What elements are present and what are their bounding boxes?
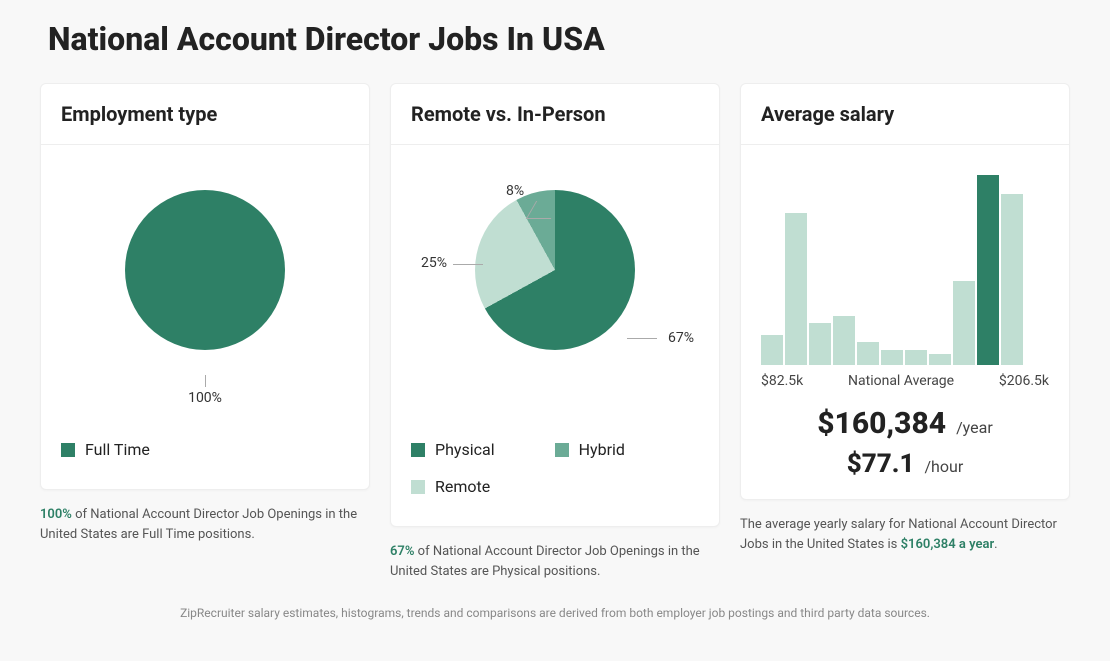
caption: The average yearly salary for National A… bbox=[740, 515, 1070, 554]
caption: 100% of National Account Director Job Op… bbox=[40, 505, 370, 544]
histogram-bar bbox=[761, 335, 783, 365]
pie-callout-25: 25% bbox=[421, 255, 447, 271]
caption-highlight: 67% bbox=[390, 544, 414, 559]
hourly-salary-value: $77.1 bbox=[847, 449, 915, 479]
legend-item: Hybrid bbox=[555, 440, 625, 459]
pie-chart-employment bbox=[125, 190, 285, 350]
card-average-salary: Average salary $82.5k National Average $… bbox=[740, 83, 1070, 500]
swatch bbox=[411, 443, 425, 457]
page-title: National Account Director Jobs In USA bbox=[48, 20, 1070, 58]
swatch bbox=[555, 443, 569, 457]
histogram-bar bbox=[977, 175, 999, 365]
caption-text: of National Account Director Job Opening… bbox=[40, 507, 357, 542]
histogram-bar bbox=[1001, 194, 1023, 365]
caption-highlight: $160,384 a year bbox=[901, 537, 995, 552]
histogram-bar bbox=[929, 354, 951, 365]
histogram-bar bbox=[857, 342, 879, 365]
card-title: Remote vs. In-Person bbox=[391, 84, 719, 145]
legend-label: Hybrid bbox=[579, 440, 625, 459]
card-remote-vs-inperson: Remote vs. In-Person 67% 8% 25% bbox=[390, 83, 720, 527]
histogram-min-label: $82.5k bbox=[761, 373, 803, 389]
legend-label: Full Time bbox=[85, 440, 150, 459]
pie-chart-remote bbox=[475, 190, 635, 350]
histogram-bar bbox=[905, 350, 927, 365]
caption-text: . bbox=[994, 537, 997, 552]
legend-item: Remote bbox=[411, 477, 490, 496]
card-employment-type: Employment type 100% Full Time bbox=[40, 83, 370, 490]
caption-text: of National Account Director Job Opening… bbox=[390, 544, 700, 579]
legend-label: Physical bbox=[435, 440, 495, 459]
histogram-bar bbox=[953, 281, 975, 365]
histogram-mid-label: National Average bbox=[848, 373, 954, 389]
swatch bbox=[411, 480, 425, 494]
caption-text: The average yearly salary for National A… bbox=[740, 517, 1057, 552]
histogram-bar bbox=[833, 316, 855, 365]
histogram-bar bbox=[809, 323, 831, 365]
pie-callout-67: 67% bbox=[668, 330, 694, 346]
card-title: Average salary bbox=[741, 84, 1069, 145]
legend-label: Remote bbox=[435, 477, 490, 496]
legend: Full Time bbox=[61, 430, 349, 469]
histogram-max-label: $206.5k bbox=[999, 373, 1049, 389]
legend: Physical Hybrid Remote bbox=[411, 430, 699, 506]
pie-callout-100: 100% bbox=[188, 390, 222, 406]
pie-callout-8: 8% bbox=[506, 183, 524, 199]
legend-item: Full Time bbox=[61, 440, 150, 459]
card-title: Employment type bbox=[41, 84, 369, 145]
caption: 67% of National Account Director Job Ope… bbox=[390, 542, 720, 581]
yearly-salary-unit: /year bbox=[956, 418, 993, 437]
swatch bbox=[61, 443, 75, 457]
yearly-salary-value: $160,384 bbox=[817, 406, 946, 441]
histogram-bar bbox=[881, 350, 903, 365]
caption-highlight: 100% bbox=[40, 507, 72, 522]
legend-item: Physical bbox=[411, 440, 495, 459]
salary-histogram bbox=[761, 165, 1049, 365]
histogram-bar bbox=[785, 213, 807, 365]
footer-text: ZipRecruiter salary estimates, histogram… bbox=[40, 606, 1070, 620]
hourly-salary-unit: /hour bbox=[924, 457, 963, 476]
